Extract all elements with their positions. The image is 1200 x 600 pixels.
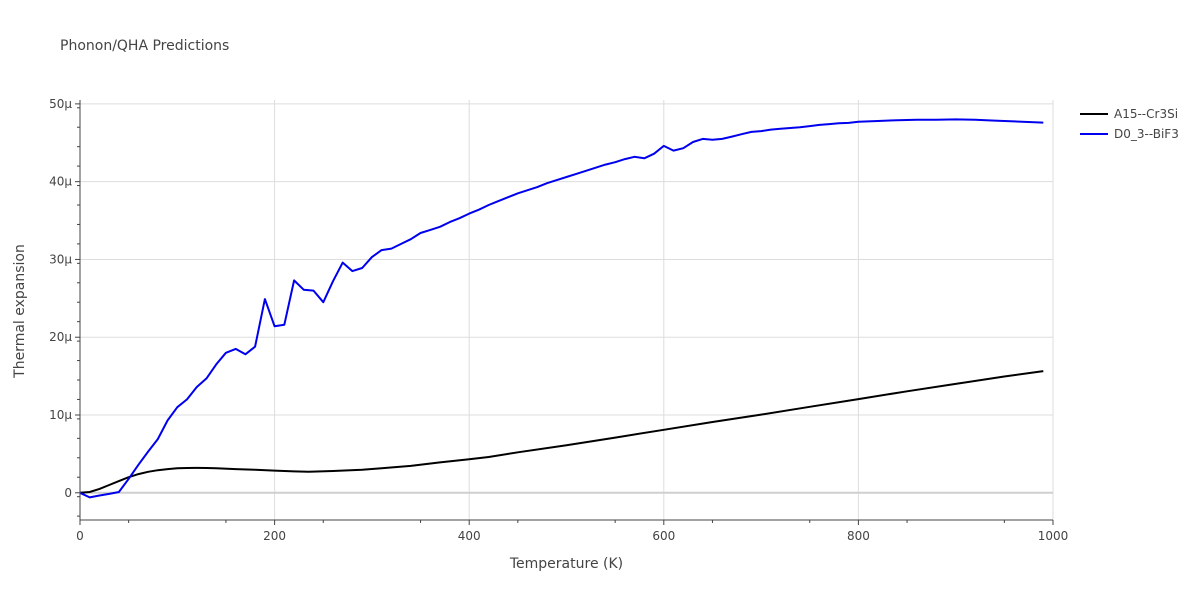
- plot-area: [79, 118, 1044, 499]
- legend: A15--Cr3Si D0_3--BiF3: [1080, 107, 1179, 141]
- legend-label-0: A15--Cr3Si: [1114, 107, 1178, 121]
- series-line-0: [79, 370, 1044, 494]
- series-line-1: [79, 118, 1044, 499]
- y-tick-label: 50μ: [49, 97, 72, 111]
- chart-title: Phonon/QHA Predictions: [60, 38, 229, 54]
- grid: [80, 100, 1054, 520]
- x-tick-label: 600: [652, 529, 675, 543]
- x-tick-label: 400: [458, 529, 481, 543]
- x-axis-title: Temperature (K): [509, 556, 623, 572]
- y-tick-label: 0: [64, 486, 72, 500]
- y-tick-label: 30μ: [49, 252, 72, 266]
- x-tick-label: 200: [263, 529, 286, 543]
- y-tick-label: 20μ: [49, 330, 72, 344]
- x-tick-label: 800: [847, 529, 870, 543]
- y-tick-label: 40μ: [49, 175, 72, 189]
- x-axis: 0 200 400 600 800 1000: [76, 519, 1069, 543]
- x-tick-label: 0: [76, 529, 84, 543]
- y-axis-title: Thermal expansion: [12, 244, 28, 379]
- x-tick-label: 1000: [1038, 529, 1069, 543]
- y-tick-label: 10μ: [49, 408, 72, 422]
- legend-label-1: D0_3--BiF3: [1114, 127, 1179, 141]
- y-axis: 0 10μ 20μ 30μ 40μ 50μ: [49, 97, 81, 520]
